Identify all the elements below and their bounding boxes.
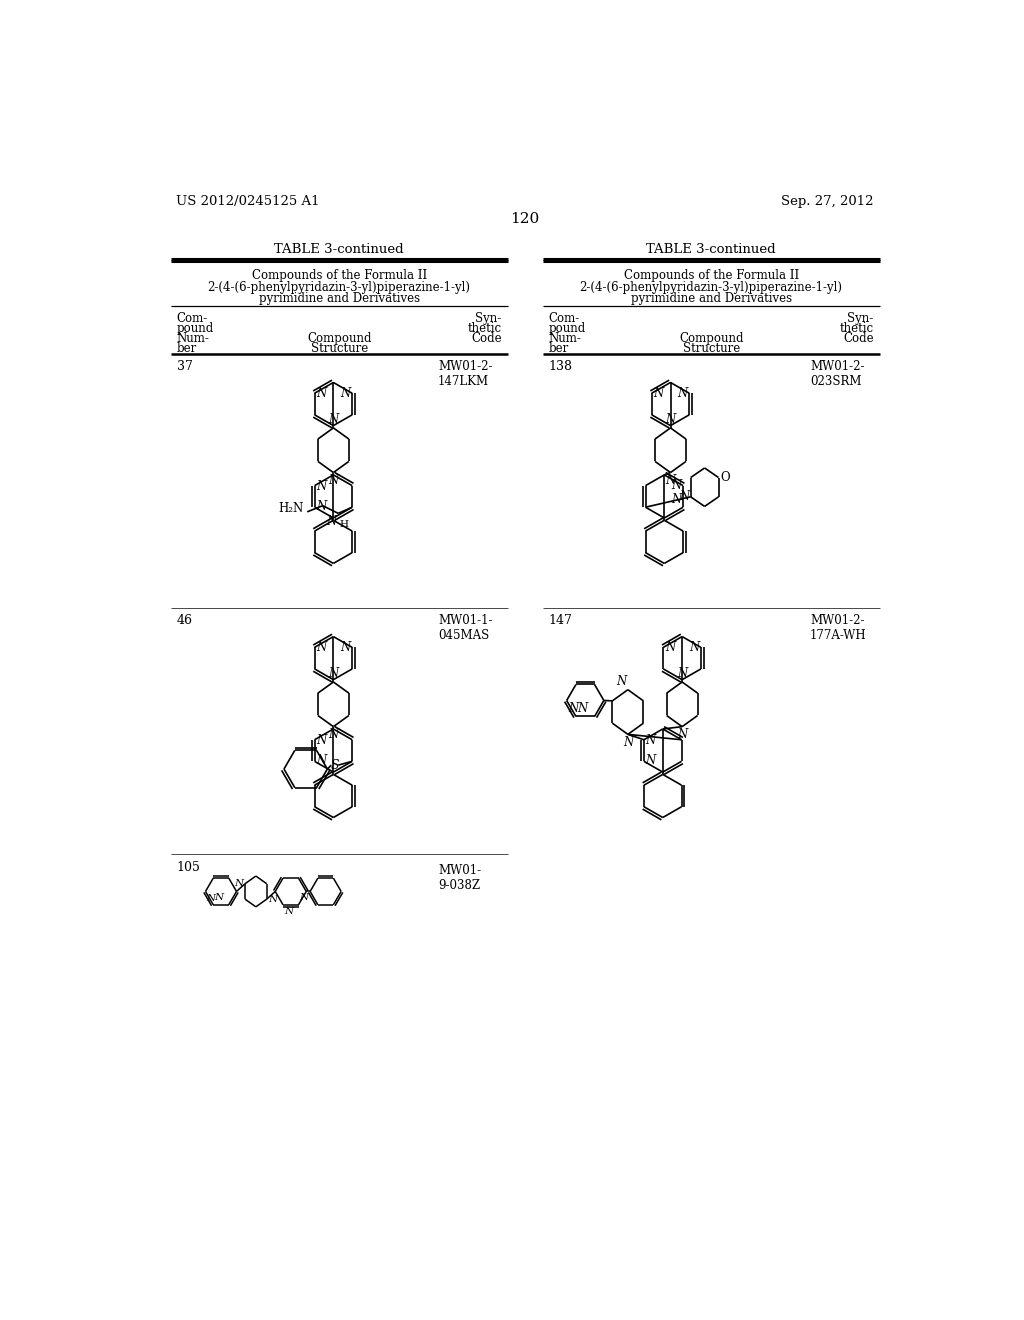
Text: N: N [316, 480, 327, 492]
Text: N: N [316, 500, 327, 513]
Text: TABLE 3-continued: TABLE 3-continued [274, 243, 404, 256]
Text: N: N [645, 754, 655, 767]
Text: N: N [672, 479, 682, 492]
Text: Com-: Com- [177, 313, 208, 326]
Text: N: N [653, 387, 664, 400]
Text: N: N [206, 894, 215, 903]
Text: N: N [327, 515, 337, 528]
Text: S: S [331, 759, 339, 772]
Text: thetic: thetic [840, 322, 873, 335]
Text: N: N [666, 474, 676, 487]
Text: 2-(4-(6-phenylpyridazin-3-yl)piperazine-1-yl): 2-(4-(6-phenylpyridazin-3-yl)piperazine-… [208, 281, 471, 294]
Text: N: N [316, 734, 327, 747]
Text: TABLE 3-continued: TABLE 3-continued [646, 243, 776, 256]
Text: Compounds of the Formula II: Compounds of the Formula II [624, 269, 799, 282]
Text: pound: pound [549, 322, 586, 335]
Text: 46: 46 [177, 614, 193, 627]
Text: ber: ber [549, 342, 569, 355]
Text: pound: pound [177, 322, 214, 335]
Text: N: N [316, 754, 327, 767]
Text: N: N [568, 702, 579, 715]
Text: Compound: Compound [307, 333, 372, 346]
Text: N: N [340, 640, 350, 653]
Text: N: N [689, 640, 699, 653]
Text: Sep. 27, 2012: Sep. 27, 2012 [781, 195, 873, 209]
Text: N: N [616, 675, 627, 688]
Text: thetic: thetic [467, 322, 502, 335]
Text: MW01-
9-038Z: MW01- 9-038Z [438, 863, 481, 892]
Text: N: N [214, 894, 223, 903]
Text: N: N [268, 895, 278, 904]
Text: Num-: Num- [177, 333, 210, 346]
Text: N: N [316, 387, 327, 400]
Text: MW01-2-
177A-WH: MW01-2- 177A-WH [810, 614, 866, 643]
Text: Code: Code [471, 333, 502, 346]
Text: pyrimidine and Derivatives: pyrimidine and Derivatives [631, 293, 792, 305]
Text: 120: 120 [510, 213, 540, 226]
Text: Com-: Com- [549, 313, 580, 326]
Text: Syn-: Syn- [475, 313, 502, 326]
Text: N: N [665, 640, 675, 653]
Text: US 2012/0245125 A1: US 2012/0245125 A1 [176, 195, 319, 209]
Text: H₂N: H₂N [279, 502, 303, 515]
Text: Compound: Compound [679, 333, 743, 346]
Text: N: N [578, 702, 588, 715]
Text: N: N [679, 490, 689, 503]
Text: N: N [329, 668, 339, 681]
Text: 2-(4-(6-phenylpyridazin-3-yl)piperazine-1-yl): 2-(4-(6-phenylpyridazin-3-yl)piperazine-… [580, 281, 843, 294]
Text: MW01-1-
045MAS: MW01-1- 045MAS [438, 614, 493, 643]
Text: Compounds of the Formula II: Compounds of the Formula II [252, 269, 427, 282]
Text: Num-: Num- [549, 333, 582, 346]
Text: N: N [666, 413, 676, 426]
Text: Structure: Structure [683, 342, 739, 355]
Text: N: N [645, 734, 655, 747]
Text: pyrimidine and Derivatives: pyrimidine and Derivatives [259, 293, 420, 305]
Text: H: H [339, 520, 348, 528]
Text: N: N [299, 894, 308, 903]
Text: Syn-: Syn- [847, 313, 873, 326]
Text: N: N [677, 729, 687, 742]
Text: ber: ber [177, 342, 197, 355]
Text: N: N [316, 640, 327, 653]
Text: N: N [678, 387, 688, 400]
Text: N: N [340, 387, 350, 400]
Text: O: O [720, 471, 730, 484]
Text: N: N [623, 737, 633, 748]
Text: N: N [329, 729, 339, 742]
Text: Code: Code [843, 333, 873, 346]
Text: N: N [672, 492, 682, 506]
Text: N: N [284, 907, 293, 916]
Text: MW01-2-
147LKM: MW01-2- 147LKM [438, 360, 493, 388]
Text: N: N [329, 413, 339, 426]
Text: 37: 37 [177, 360, 193, 374]
Text: Structure: Structure [310, 342, 368, 355]
Text: 147: 147 [549, 614, 572, 627]
Text: 105: 105 [177, 861, 201, 874]
Text: N: N [677, 668, 687, 681]
Text: N: N [329, 474, 339, 487]
Text: N: N [234, 879, 244, 888]
Text: MW01-2-
023SRM: MW01-2- 023SRM [810, 360, 864, 388]
Text: 138: 138 [549, 360, 572, 374]
